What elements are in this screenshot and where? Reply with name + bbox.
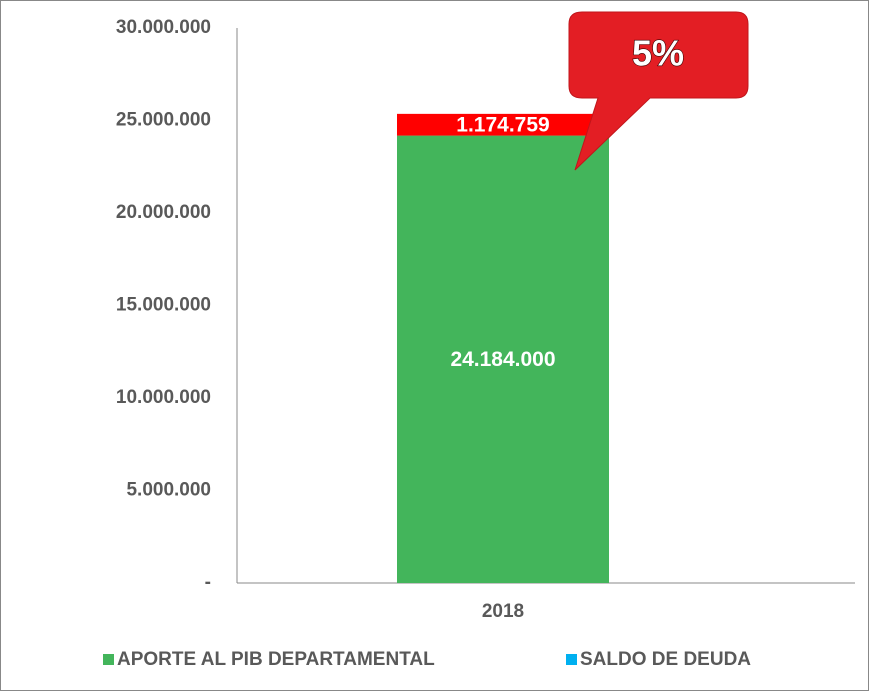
value-label: 24.184.000 — [450, 348, 555, 371]
y-tick-label: 5.000.000 — [126, 480, 211, 501]
callout: 5% — [568, 11, 749, 171]
legend-swatch — [566, 654, 577, 665]
y-tick-label: - — [205, 572, 211, 593]
x-tick-label: 2018 — [482, 601, 524, 622]
bar-segment — [397, 113, 609, 136]
y-tick-label: 20.000.000 — [116, 202, 211, 223]
bar-segment — [397, 135, 609, 583]
legend-label: APORTE AL PIB DEPARTAMENTAL — [117, 649, 435, 670]
y-tick-label: 30.000.000 — [116, 17, 211, 38]
legend-label: SALDO DE DEUDA — [580, 649, 751, 670]
legend-swatch — [103, 654, 114, 665]
callout-shape — [568, 11, 749, 171]
annotation: 5% — [632, 33, 684, 74]
value-label: 1.174.759 — [456, 113, 549, 136]
y-tick-label: 10.000.000 — [116, 387, 211, 408]
y-tick-label: 15.000.000 — [116, 295, 211, 316]
y-tick-label: 25.000.000 — [116, 110, 211, 131]
